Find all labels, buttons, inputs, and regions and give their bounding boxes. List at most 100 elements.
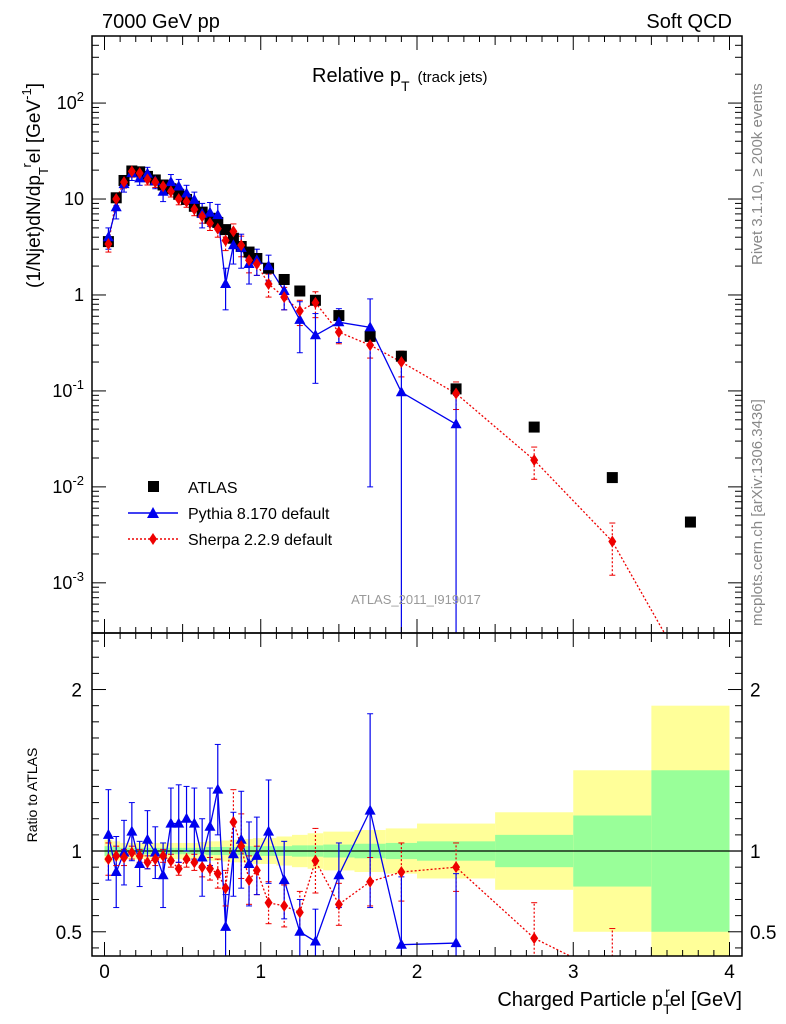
- atlas-data-point: [364, 330, 376, 342]
- sherpa-point: [366, 339, 375, 352]
- sherpa-ratio-point: [190, 856, 199, 869]
- pythia-point: [110, 201, 122, 212]
- pythia-point: [212, 209, 224, 220]
- sherpa-point: [198, 210, 207, 223]
- sherpa-point: [205, 217, 214, 230]
- sherpa-point: [686, 673, 694, 685]
- sherpa-ratio-point: [151, 853, 160, 866]
- atlas-data-point: [684, 516, 696, 528]
- ratio-y-tick-label: 0.5: [56, 923, 82, 944]
- atlas-data-point: [278, 273, 290, 285]
- pythia-ratio-point: [134, 857, 146, 868]
- pythia-point: [263, 260, 275, 271]
- sherpa-ratio-point: [127, 846, 136, 859]
- sherpa-point: [127, 165, 136, 178]
- sherpa-point: [237, 239, 246, 252]
- pythia-point: [188, 193, 200, 204]
- mcplots-source-label: mcplots.cern.ch [arXiv:1306.3436]: [749, 399, 766, 626]
- pythia-ratio-point: [181, 812, 193, 823]
- pythia-ratio-point: [188, 817, 200, 828]
- pythia-ratio-point: [251, 849, 263, 860]
- sherpa-point: [104, 237, 113, 250]
- pythia-ratio-point: [196, 851, 208, 862]
- pythia-point: [278, 285, 290, 296]
- pythia-ratio-point: [364, 804, 376, 815]
- sherpa-point: [151, 176, 160, 189]
- sherpa-ratio-point: [295, 906, 304, 919]
- sherpa-ratio-point: [143, 856, 152, 869]
- sherpa-point: [397, 356, 406, 369]
- pythia-point: [220, 278, 232, 289]
- pythia-ratio-point: [141, 833, 153, 844]
- sherpa-ratio-point: [452, 861, 461, 874]
- ratio-y-tick-label-right: 1: [750, 842, 761, 863]
- pythia-point: [309, 329, 321, 340]
- pythia-ratio-point: [333, 869, 345, 880]
- pythia-ratio-point: [220, 920, 232, 931]
- ratio-plot-panel: 0.5 0.5 1 1 2 2 0 1 2 3 4 Ratio to ATLAS Charged P…: [24, 632, 776, 1017]
- rivet-version-label: Rivet 3.1.10, ≥ 200k events: [749, 83, 766, 265]
- pythia-ratio-point: [102, 828, 114, 839]
- sherpa-point: [120, 176, 129, 189]
- sherpa-ratio-point: [104, 853, 113, 866]
- ratio-y-tick-label: 1: [71, 842, 82, 863]
- atlas-data-point: [243, 246, 255, 258]
- sherpa-ratio-point: [182, 853, 191, 866]
- sherpa-point: [182, 195, 191, 208]
- pythia-ratio-point: [173, 817, 185, 828]
- legend-marker-atlas: [148, 481, 159, 492]
- sherpa-ratio-point: [221, 882, 230, 895]
- ratio-y-tick-label-right: 0.5: [750, 923, 776, 944]
- sherpa-ratio-point: [166, 854, 175, 867]
- sherpa-ratio-point: [334, 898, 343, 911]
- sherpa-point: [245, 254, 254, 267]
- sherpa-ratio-point: [198, 861, 207, 874]
- atlas-data-point: [606, 472, 618, 484]
- pythia-ratio-point: [309, 935, 321, 946]
- legend-label-atlas: ATLAS: [188, 480, 238, 497]
- legend-marker-sherpa: [149, 533, 157, 545]
- sherpa-point: [264, 278, 273, 291]
- sherpa-point: [213, 222, 222, 235]
- pythia-ratio-point: [204, 820, 216, 831]
- header-right: Soft QCD: [646, 11, 732, 33]
- sherpa-point: [295, 305, 304, 318]
- pythia-point: [165, 176, 177, 187]
- sherpa-ratio-point: [280, 899, 289, 912]
- atlas-data-point: [528, 421, 540, 433]
- pythia-point: [364, 321, 376, 332]
- x-tick-label: 3: [568, 962, 579, 983]
- atlas-data-point: [333, 310, 345, 322]
- sherpa-ratio-point: [311, 854, 320, 867]
- sherpa-ratio-point: [213, 867, 222, 880]
- x-tick-label: 2: [412, 962, 423, 983]
- sherpa-ratio-point: [252, 864, 261, 877]
- legend-label-sherpa: Sherpa 2.2.9 default: [188, 532, 333, 549]
- x-tick-label: 4: [724, 962, 735, 983]
- sherpa-ratio-point: [174, 862, 183, 875]
- sherpa-point: [166, 185, 175, 198]
- y-tick-label: 10-1: [52, 377, 84, 401]
- sherpa-point: [334, 326, 343, 339]
- y-tick-label: 1: [74, 285, 84, 305]
- sherpa-point: [143, 173, 152, 186]
- sherpa-ratio-point: [120, 851, 129, 864]
- sherpa-ratio-point: [112, 849, 121, 862]
- y-tick-label: 10-2: [52, 473, 84, 497]
- sherpa-point: [229, 225, 238, 238]
- y-tick-label: 10-3: [52, 569, 84, 593]
- sherpa-point: [135, 167, 144, 180]
- pythia-ratio-point: [110, 866, 122, 877]
- x-axis-label: Charged Particle pTrel [GeV]: [497, 984, 742, 1017]
- sherpa-ratio-point: [264, 896, 273, 909]
- sherpa-ratio-point: [530, 932, 539, 945]
- sherpa-ratio-point: [608, 971, 616, 983]
- header-left: 7000 GeV pp: [102, 11, 220, 33]
- sherpa-point: [452, 387, 461, 400]
- sherpa-point: [174, 193, 183, 206]
- sherpa-point: [252, 258, 261, 271]
- atlas-data-point: [220, 224, 232, 236]
- pythia-ratio-point: [212, 783, 224, 794]
- svg-text:(1/Njet)dN/dpTrel [GeV-1]: (1/Njet)dN/dpTrel [GeV-1]: [19, 83, 51, 288]
